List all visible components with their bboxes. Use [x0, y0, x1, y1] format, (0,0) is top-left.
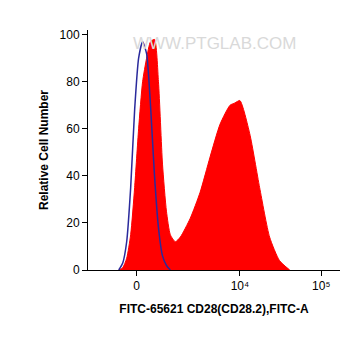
svg-text:FITC-65621 CD28(CD28.2),FITC-A: FITC-65621 CD28(CD28.2),FITC-A: [119, 302, 309, 316]
svg-text:40: 40: [66, 169, 80, 183]
svg-text:0: 0: [73, 263, 80, 277]
svg-text:100: 100: [60, 28, 80, 42]
svg-text:60: 60: [66, 122, 80, 136]
svg-text:20: 20: [66, 216, 80, 230]
svg-text:0: 0: [133, 279, 140, 293]
svg-text:WWW.PTGLAB.COM: WWW.PTGLAB.COM: [133, 34, 296, 53]
svg-text:Relative Cell Number: Relative Cell Number: [37, 90, 51, 210]
svg-text:10⁵: 10⁵: [312, 279, 330, 293]
svg-text:80: 80: [66, 75, 80, 89]
svg-text:10⁴: 10⁴: [231, 279, 250, 293]
